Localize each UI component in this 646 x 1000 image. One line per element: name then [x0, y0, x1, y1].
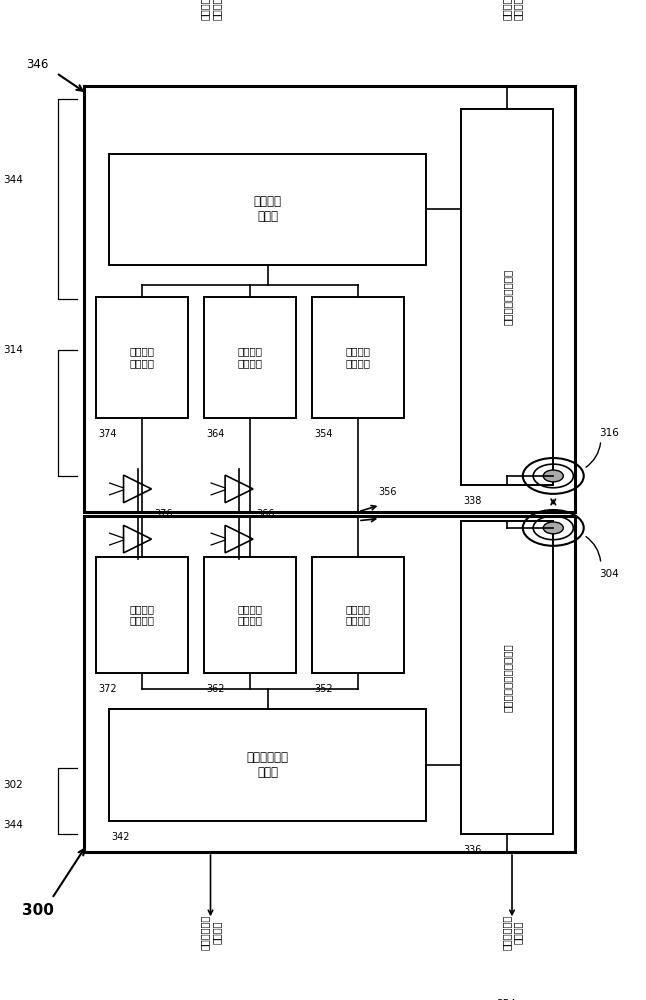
- Text: 314: 314: [3, 345, 23, 355]
- Text: 304: 304: [599, 569, 620, 579]
- Text: 电动载具
对准系统: 电动载具 对准系统: [346, 346, 371, 368]
- Text: 电动载具
功率接口: 电动载具 功率接口: [501, 0, 523, 20]
- Text: 354: 354: [315, 429, 333, 439]
- Text: 336: 336: [463, 845, 481, 855]
- Text: 372: 372: [99, 684, 118, 694]
- Text: 电动载具
引导系统: 电动载具 引导系统: [238, 346, 263, 368]
- Text: 344: 344: [3, 820, 23, 830]
- FancyBboxPatch shape: [461, 109, 553, 485]
- FancyBboxPatch shape: [96, 297, 188, 418]
- Text: 352: 352: [315, 684, 333, 694]
- FancyBboxPatch shape: [204, 297, 297, 418]
- Text: 300: 300: [22, 903, 54, 918]
- FancyBboxPatch shape: [461, 521, 553, 834]
- Text: 364: 364: [207, 429, 225, 439]
- Text: 基座充电系统
功率接口: 基座充电系统 功率接口: [501, 915, 523, 950]
- Text: 电动载具功率转换器: 电动载具功率转换器: [502, 269, 512, 325]
- Text: 电动载具
通信接口: 电动载具 通信接口: [200, 0, 222, 20]
- FancyBboxPatch shape: [312, 557, 404, 673]
- FancyBboxPatch shape: [96, 557, 188, 673]
- Text: 356: 356: [379, 487, 397, 497]
- Text: 346: 346: [26, 58, 49, 71]
- FancyBboxPatch shape: [109, 154, 426, 265]
- Text: 366: 366: [256, 509, 275, 519]
- Text: 基座充电
通信系统: 基座充电 通信系统: [130, 604, 155, 626]
- FancyBboxPatch shape: [109, 709, 426, 821]
- Text: 基座充电系统功率转换器: 基座充电系统功率转换器: [502, 643, 512, 712]
- FancyBboxPatch shape: [204, 557, 297, 673]
- Text: 374: 374: [99, 429, 118, 439]
- Text: 344: 344: [3, 175, 23, 185]
- Text: 342: 342: [112, 832, 130, 842]
- Text: 基座充电
引导系统: 基座充电 引导系统: [238, 604, 263, 626]
- Text: 电动载具
通信系统: 电动载具 通信系统: [130, 346, 155, 368]
- Text: 电动载具
控制器: 电动载具 控制器: [254, 195, 282, 223]
- Text: 基座充电系统
通信接口: 基座充电系统 通信接口: [200, 915, 222, 950]
- Ellipse shape: [543, 522, 563, 534]
- Ellipse shape: [543, 470, 563, 482]
- Text: 基座充电
对准系统: 基座充电 对准系统: [346, 604, 371, 626]
- FancyBboxPatch shape: [83, 86, 576, 512]
- Text: 338: 338: [463, 496, 481, 506]
- Text: 302: 302: [3, 780, 23, 790]
- Text: 316: 316: [599, 428, 620, 438]
- Text: 376: 376: [154, 509, 173, 519]
- Text: 基座充电系统
控制器: 基座充电系统 控制器: [247, 751, 289, 779]
- FancyBboxPatch shape: [83, 516, 576, 852]
- FancyBboxPatch shape: [312, 297, 404, 418]
- Text: 362: 362: [207, 684, 225, 694]
